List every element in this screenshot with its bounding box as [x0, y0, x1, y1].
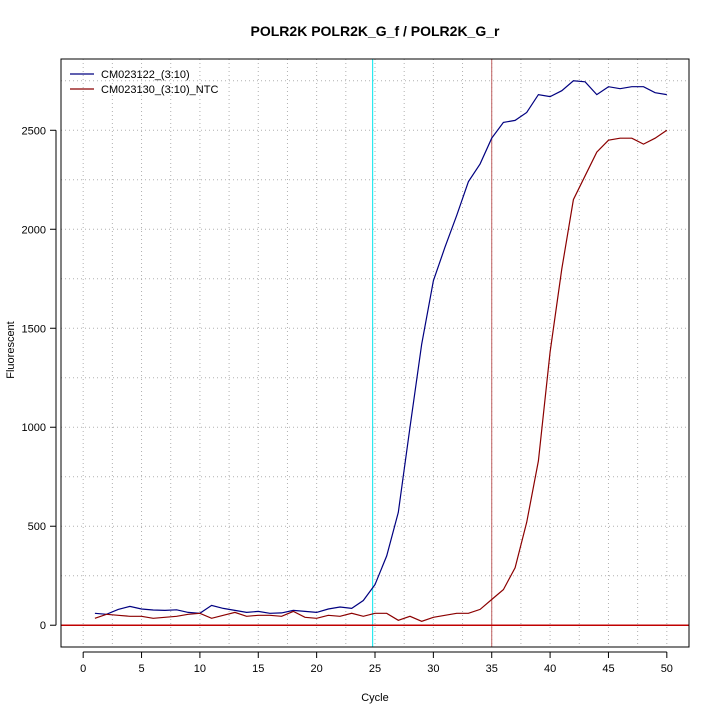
y-axis: 0 500 1000 1500 2000 2500 — [22, 125, 57, 632]
x-tick-label: 35 — [486, 663, 498, 675]
series-line — [94, 80, 667, 615]
y-tick-label: 2000 — [22, 224, 46, 236]
y-tick-label: 1500 — [22, 323, 46, 335]
series-lines — [94, 80, 668, 622]
y-tick-label: 500 — [28, 521, 46, 533]
x-tick-label: 30 — [427, 663, 439, 675]
x-tick-label: 5 — [138, 663, 144, 675]
legend-label: CM023122_(3:10) — [101, 69, 190, 81]
y-axis-label: Fluorescent — [5, 321, 17, 378]
y-tick-label: 2500 — [22, 125, 46, 137]
y-tick-label: 0 — [40, 620, 46, 632]
x-tick-label: 15 — [252, 663, 264, 675]
plot-frame — [60, 58, 690, 648]
x-tick-label: 10 — [194, 663, 206, 675]
grid — [61, 59, 689, 647]
legend: CM023122_(3:10) CM023130_(3:10)_NTC — [70, 69, 218, 96]
x-axis: 0 5 10 15 20 25 30 35 40 45 50 — [80, 651, 673, 675]
x-tick-label: 50 — [661, 663, 673, 675]
x-tick-label: 40 — [544, 663, 556, 675]
x-tick-label: 45 — [602, 663, 614, 675]
legend-label: CM023130_(3:10)_NTC — [101, 84, 218, 96]
x-tick-label: 0 — [80, 663, 86, 675]
x-tick-label: 20 — [311, 663, 323, 675]
cycle-markers — [372, 59, 493, 647]
series-line — [94, 129, 668, 622]
y-tick-label: 1000 — [22, 422, 46, 434]
x-tick-label: 25 — [369, 663, 381, 675]
chart-title: POLR2K POLR2K_G_f / POLR2K_G_r — [251, 23, 501, 39]
x-axis-label: Cycle — [361, 692, 389, 704]
